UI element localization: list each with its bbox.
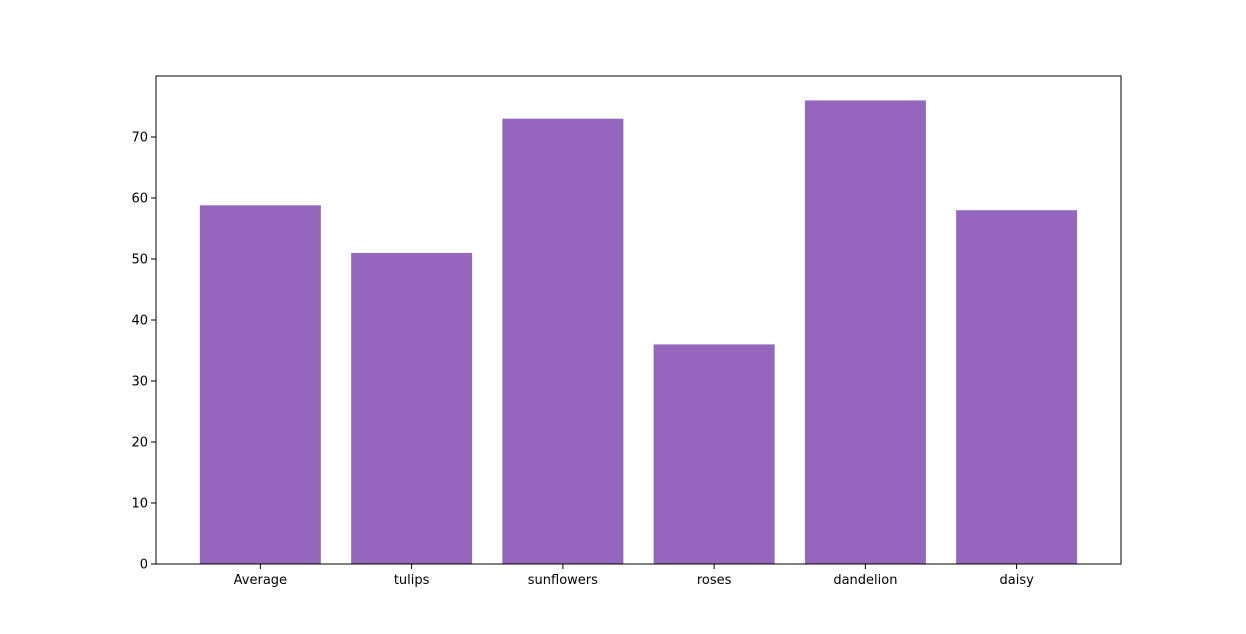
bar-tulips	[351, 252, 473, 564]
y-tick-label: 50	[131, 253, 148, 268]
bars-layer	[199, 100, 1078, 565]
y-tick-label: 60	[131, 192, 148, 207]
x-tick-label-tulips: tulips	[394, 573, 430, 588]
x-tick-label-average: Average	[234, 573, 287, 588]
bar-daisy	[956, 210, 1078, 564]
x-tick-label-dandelion: dandelion	[833, 573, 897, 588]
bar-average	[199, 205, 321, 564]
axes-layer: 0 10 20 30 40 50 60 70 Average tulips sunflowers ro…	[131, 75, 1122, 588]
x-tick-label-sunflowers: sunflowers	[528, 573, 598, 588]
x-tick-label-roses: roses	[697, 573, 732, 588]
bar-sunflowers	[502, 118, 624, 564]
y-tick-label: 20	[131, 436, 148, 451]
bar-roses	[653, 344, 775, 564]
x-tick-label-daisy: daisy	[999, 573, 1034, 588]
y-tick-label: 40	[131, 314, 148, 329]
bar-dandelion	[804, 100, 926, 565]
y-tick-label: 30	[131, 375, 148, 390]
y-tick-label: 10	[131, 497, 148, 512]
y-tick-label: 0	[140, 558, 148, 573]
y-tick-label: 70	[131, 131, 148, 146]
